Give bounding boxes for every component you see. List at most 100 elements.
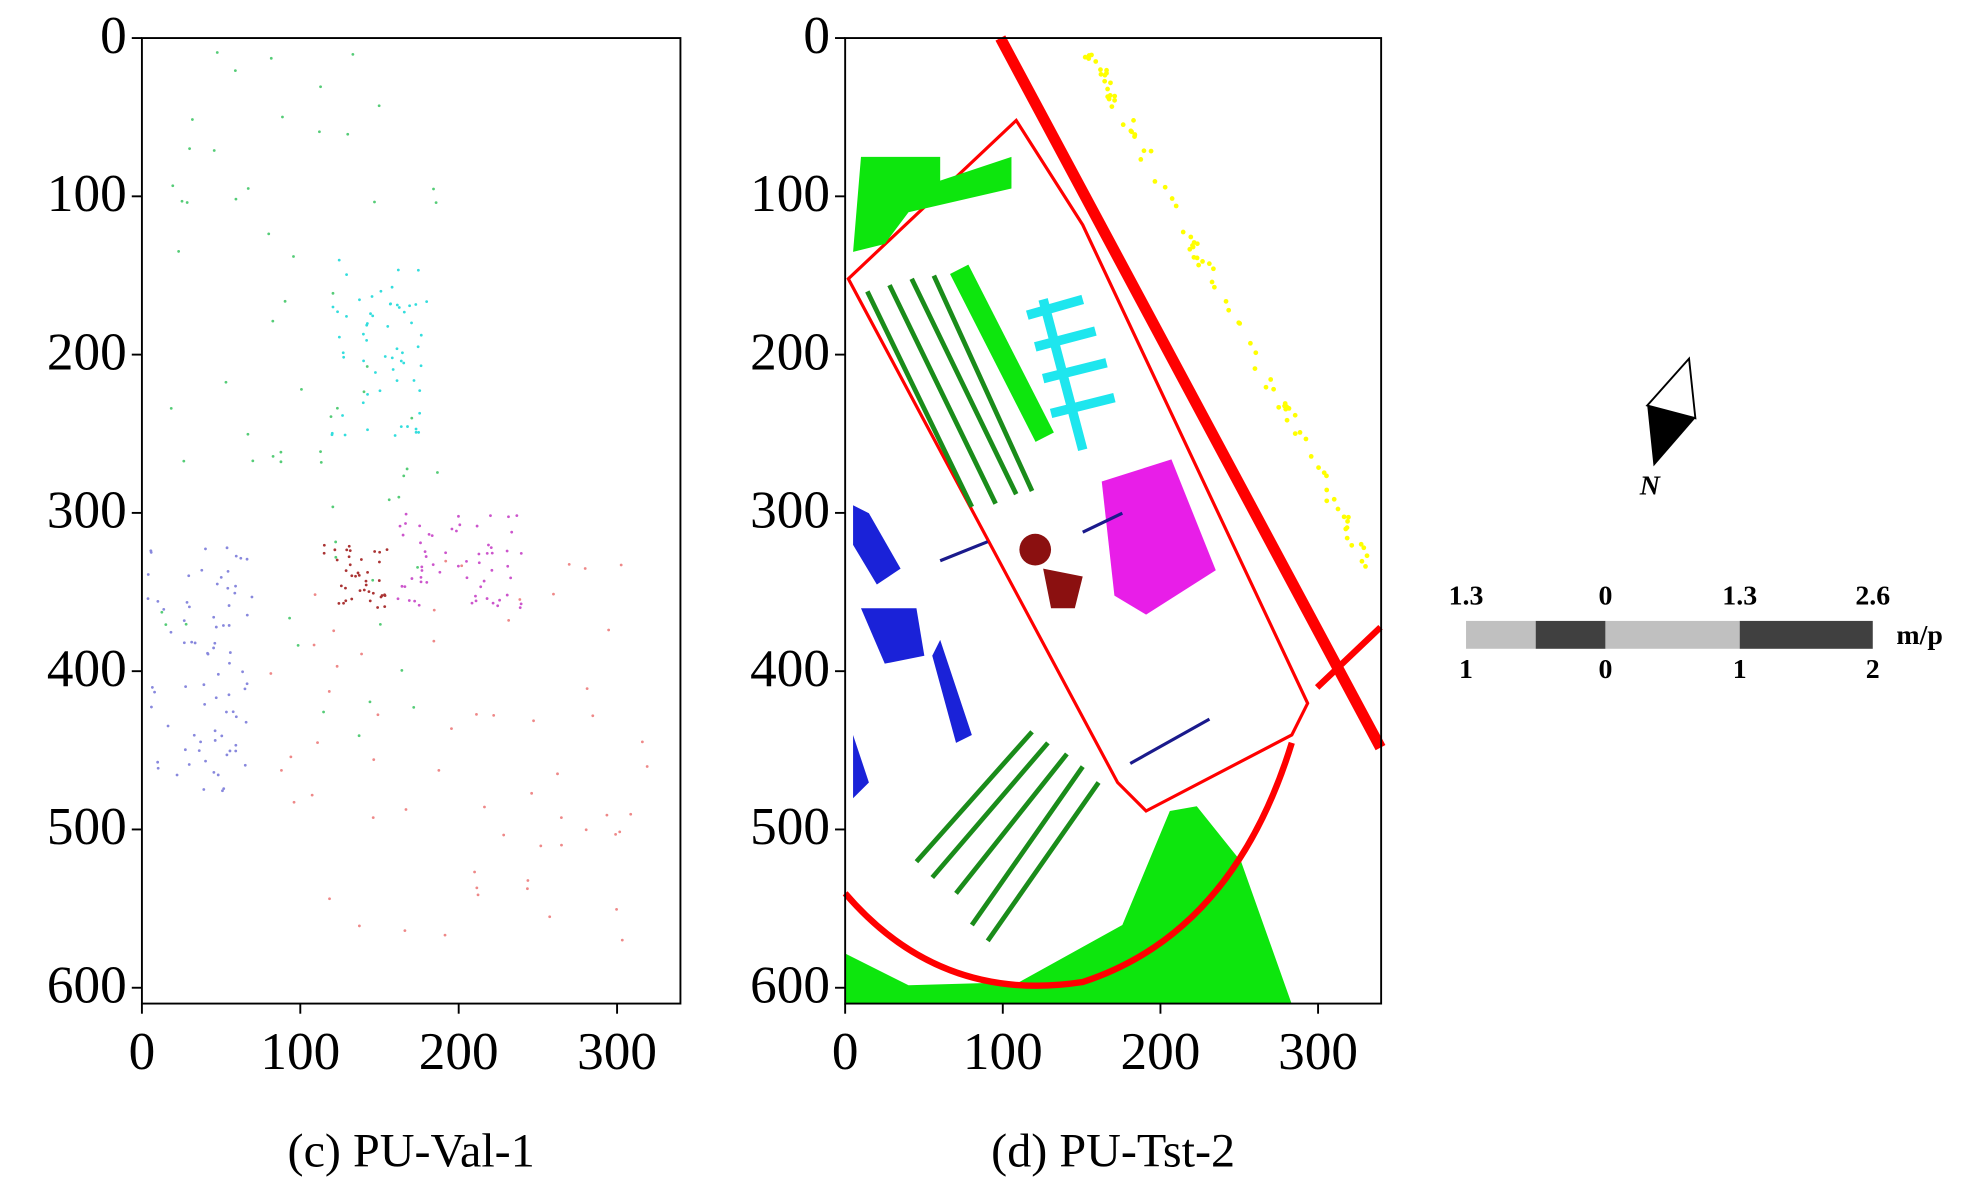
pixel [310,793,314,797]
pixel [213,729,217,733]
pixel [224,380,228,384]
pixel [460,564,464,568]
pixel [526,887,529,891]
scale-label: 1 [1459,654,1473,685]
pixel [376,606,380,609]
pixel [425,300,429,303]
classification-map [146,51,649,942]
y-tick-label: 0 [100,6,127,65]
pixel [614,833,617,836]
pixel [1098,71,1104,77]
pixel [269,672,273,675]
pixel [1303,436,1309,442]
y-tick-label: 600 [750,955,830,1014]
pixel [1200,259,1205,264]
pixel [530,791,534,795]
pixel [319,461,323,464]
pixel [1292,412,1298,418]
pixel [280,768,283,772]
y-tick-label: 100 [750,164,830,223]
pixel [1104,70,1109,76]
pixel [329,415,333,419]
pixel [354,574,357,578]
pixel [485,597,489,600]
pixel [402,310,406,314]
pixel [191,118,194,121]
pixel [556,772,559,776]
pixel [645,765,649,768]
pixel [316,741,319,745]
pixel [366,392,369,396]
pixel [417,431,421,434]
pixel [328,897,331,901]
pixel [149,549,153,553]
pixel [366,570,369,574]
x-tick-label: 100 [260,1022,340,1081]
pixel [1152,179,1158,184]
pixel [322,710,325,714]
pixel [234,584,237,588]
pixel [345,314,348,318]
scale-unit: m/p [1896,620,1942,651]
pixel [379,595,383,599]
pixel [215,582,219,586]
pixel [416,345,420,349]
pixel [283,299,287,303]
pixel [519,602,523,606]
pixel [485,551,489,555]
pixel [234,749,238,753]
x-tick-label: 200 [1121,1022,1201,1081]
pixel [348,563,352,567]
pixel [483,805,486,809]
x-tick-label: 0 [832,1022,859,1081]
pixel [489,546,493,550]
pixel [330,431,334,435]
pixel [180,199,184,203]
pixel [487,543,490,547]
pixel [169,630,173,634]
pixel [233,591,237,595]
pixel [185,600,189,604]
pixel [182,641,186,645]
pixel [591,714,595,718]
pixel [228,651,232,654]
pixel [419,541,422,545]
pixel [234,743,238,747]
pixel [1129,129,1134,135]
pixel [250,595,254,599]
pixel [477,561,481,565]
pixel [231,710,235,714]
pixel [212,615,216,619]
pixel [206,651,209,655]
pixel [225,710,228,714]
pixel [358,589,362,593]
pixel [585,687,589,690]
pixel [337,335,341,339]
pixel [423,550,427,554]
pixel [1286,406,1292,411]
pixel [348,549,352,553]
y-tick-label: 400 [47,639,127,698]
pixel [1364,553,1370,559]
y-tick-label: 200 [47,322,127,381]
pixel [444,559,448,563]
pixel [607,628,611,632]
pixel [476,893,480,897]
pixel [412,379,416,382]
pixel [279,450,283,454]
pixel [1263,384,1269,390]
pixel [404,522,407,525]
pixel [292,800,296,804]
pixel [364,579,368,583]
pixel [406,425,409,428]
pixel [146,597,150,601]
pixel [418,524,422,528]
pixel [220,734,224,738]
pixel [383,605,387,609]
pixel [368,599,372,603]
pixel [225,546,229,550]
pixel [331,305,335,309]
pixel [474,594,477,598]
pixel [1268,377,1274,382]
